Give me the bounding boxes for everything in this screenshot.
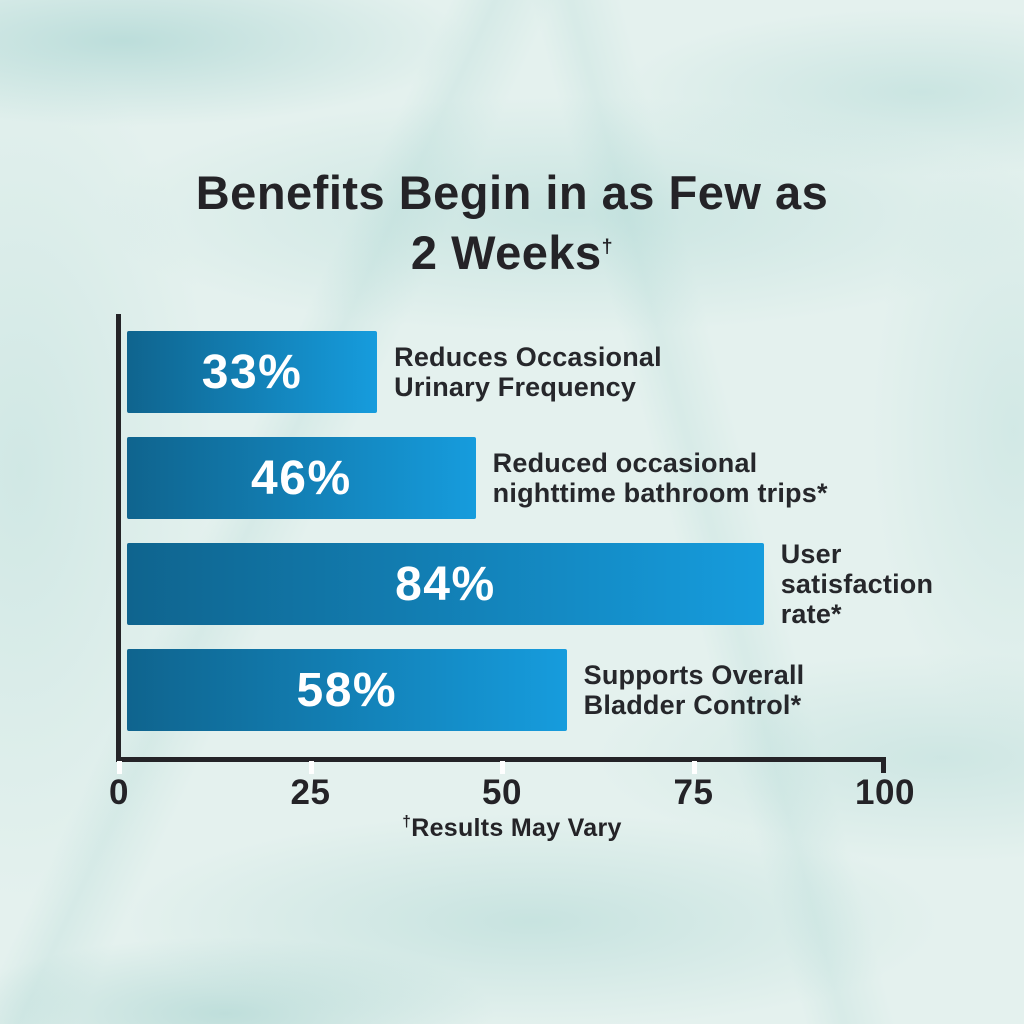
footnote: †Results May Vary: [0, 814, 1024, 843]
bar-desc-line: Bladder Control*: [583, 690, 802, 720]
bar-row: 46% Reduced occasional nighttime bathroo…: [127, 437, 885, 519]
bar-desc-line: User: [780, 538, 842, 569]
chart-title: Benefits Begin in as Few as 2 Weeks†: [0, 163, 1024, 283]
bar-desc-line: satisfaction: [780, 568, 934, 599]
bar-desc-line: Supports Overall: [583, 659, 805, 690]
footnote-text: Results May Vary: [411, 814, 622, 842]
bar-nighttime-trips: 46%: [127, 437, 476, 519]
bar-value-label: 84%: [395, 557, 496, 611]
tick-label-100: 100: [855, 773, 915, 812]
chart-title-line2-text: 2 Weeks: [410, 226, 602, 280]
bar-chart: 33% Reduces Occasional Urinary Frequency…: [127, 331, 933, 755]
bar-desc-label: Supports Overall Bladder Control*: [584, 660, 805, 720]
chart-title-line2: 2 Weeks†: [0, 223, 1024, 283]
tick-label-0: 0: [109, 773, 129, 812]
bar-desc-label: Reduced occasional nighttime bathroom tr…: [493, 448, 828, 508]
x-axis-end-cap: [881, 757, 886, 773]
bar-desc-line: rate*: [780, 599, 842, 630]
bar-value-label: 46%: [251, 451, 352, 505]
chart-title-line1: Benefits Begin in as Few as: [195, 166, 829, 219]
bar-urinary-frequency: 33%: [127, 331, 378, 413]
dagger-superscript: †: [601, 235, 614, 258]
footnote-dagger: †: [402, 813, 412, 831]
bar-row: 58% Supports Overall Bladder Control*: [127, 649, 885, 731]
bar-desc-label: User satisfaction rate*: [781, 539, 933, 630]
bar-value-label: 58%: [296, 663, 398, 717]
axis-tick-0: [117, 761, 122, 774]
x-axis-line: [116, 757, 886, 762]
axis-tick-25: [308, 761, 314, 774]
bar-row: 84% User satisfaction rate*: [127, 539, 933, 629]
axis-tick-50: [500, 761, 505, 774]
bar-desc-line: nighttime bathroom trips*: [492, 478, 828, 508]
tick-label-50: 50: [482, 773, 522, 812]
y-axis-line: [116, 314, 121, 761]
axis-tick-75: [691, 761, 697, 774]
tick-label-75: 75: [673, 773, 714, 812]
x-axis-ticks: [117, 761, 885, 775]
x-axis-tick-labels: 0 25 50 75 100: [109, 773, 914, 813]
tick-label-25: 25: [290, 773, 331, 812]
bar-bladder-control: 58%: [127, 649, 567, 731]
bar-desc-line: Reduced occasional: [492, 447, 758, 478]
bar-user-satisfaction: 84%: [127, 543, 764, 625]
bar-desc-label: Reduces Occasional Urinary Frequency: [394, 342, 662, 402]
bar-desc-line: Urinary Frequency: [394, 372, 637, 402]
bar-row: 33% Reduces Occasional Urinary Frequency: [127, 331, 885, 413]
bar-value-label: 33%: [201, 345, 303, 399]
bar-desc-line: Reduces Occasional: [394, 341, 662, 372]
